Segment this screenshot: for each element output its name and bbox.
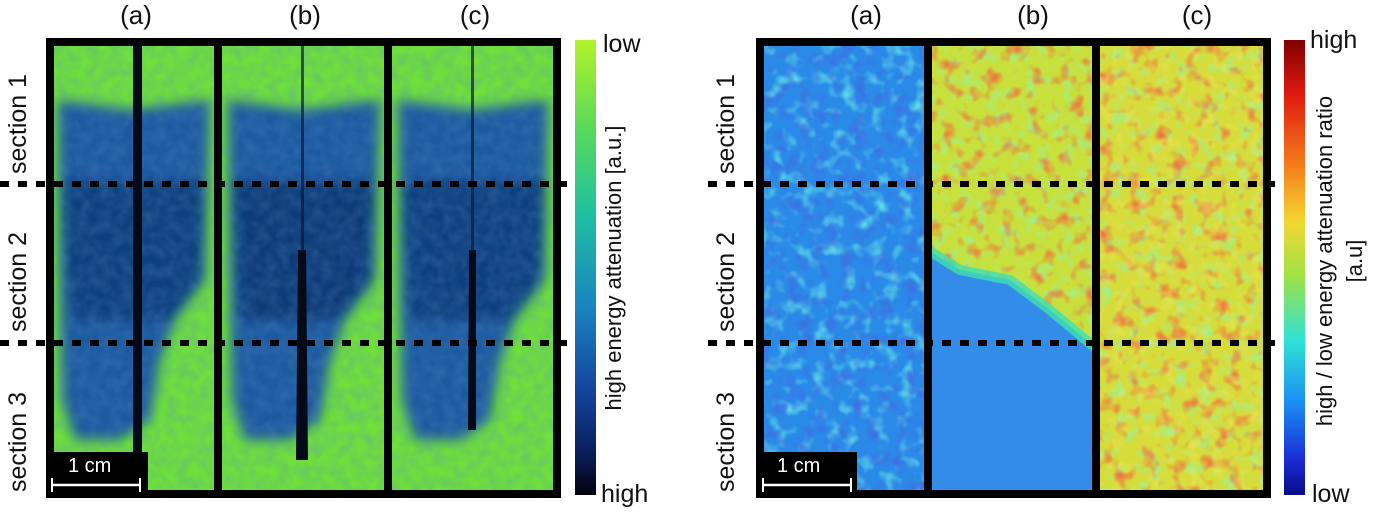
- right-colorbar-title: high / low energy attenuation ratio: [1312, 95, 1337, 427]
- right-colorbar-top-label: high: [1310, 26, 1358, 54]
- left-column-label-a: (a): [120, 0, 152, 30]
- left-colorbar: [575, 40, 596, 495]
- right-colorbar-unit: [a.u]: [1342, 239, 1367, 283]
- left-colorbar-top-label: low: [603, 30, 641, 58]
- right-section-label-2: section 2: [712, 231, 740, 332]
- right-scale-bar-label: 1 cm: [777, 455, 821, 477]
- left-section-label-3: section 3: [4, 391, 32, 492]
- right-colorbar-bottom-label: low: [1312, 480, 1350, 508]
- left-section-label-2: section 2: [4, 231, 32, 332]
- right-section-label-3: section 3: [712, 391, 740, 492]
- right-colorbar: [1284, 40, 1305, 495]
- left-scale-bar-label: 1 cm: [68, 455, 112, 477]
- right-panel-frame: [756, 38, 1271, 498]
- left-scale-bar: [46, 452, 148, 494]
- left-colorbar-title: high energy attenuation [a.u.]: [601, 125, 626, 411]
- right-column-label-b: (b): [1017, 0, 1049, 30]
- right-image-panel: [760, 42, 1267, 494]
- left-column-label-b: (b): [289, 0, 321, 30]
- left-image-panel: [50, 42, 557, 494]
- right-column-label-c: (c): [1181, 0, 1213, 30]
- right-section-label-1: section 1: [712, 73, 740, 174]
- left-colorbar-bottom-label: high: [601, 480, 649, 508]
- left-section-label-1: section 1: [4, 73, 32, 174]
- left-column-label-c: (c): [459, 0, 491, 30]
- left-panel-frame: [46, 38, 561, 498]
- right-column-label-a: (a): [850, 0, 882, 30]
- right-scale-bar: [757, 452, 857, 494]
